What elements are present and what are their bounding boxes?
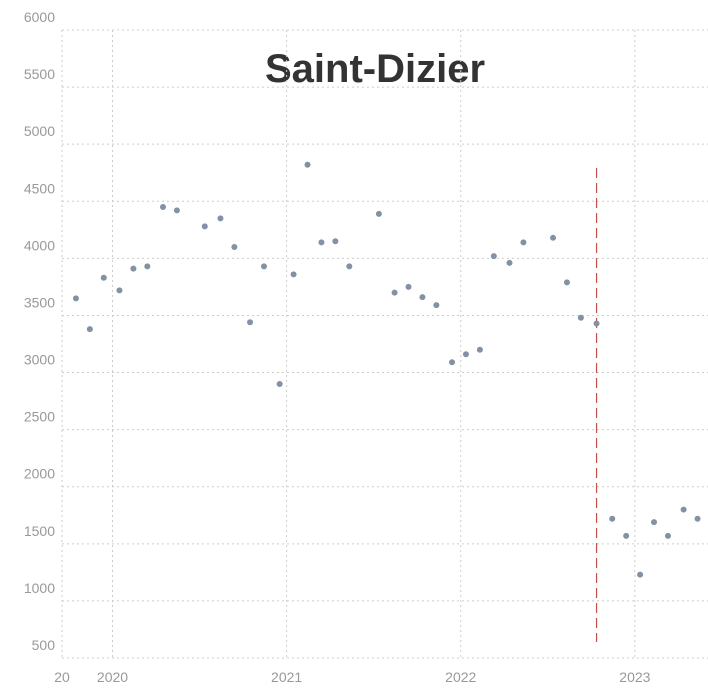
- point: [144, 263, 151, 270]
- point: [346, 263, 353, 270]
- point: [72, 295, 79, 302]
- point: [375, 210, 382, 217]
- point: [623, 532, 630, 539]
- x-tick-label: 20: [54, 669, 70, 685]
- y-tick-label: 6000: [24, 9, 55, 25]
- y-tick-label: 1000: [24, 580, 55, 596]
- point: [680, 506, 687, 513]
- point: [506, 259, 513, 266]
- x-tick-label: 2023: [619, 669, 650, 685]
- point: [231, 243, 238, 250]
- point: [318, 239, 325, 246]
- point: [593, 320, 600, 327]
- point: [116, 287, 123, 294]
- point: [651, 519, 658, 526]
- point: [520, 239, 527, 246]
- point: [173, 207, 180, 214]
- y-tick-label: 2000: [24, 466, 55, 482]
- point: [476, 346, 483, 353]
- point: [290, 271, 297, 278]
- y-tick-label: 4500: [24, 180, 55, 196]
- point: [391, 289, 398, 296]
- point: [694, 515, 701, 522]
- point: [449, 359, 456, 366]
- y-tick-label: 3000: [24, 352, 55, 368]
- point: [130, 265, 137, 272]
- point: [637, 571, 644, 578]
- point: [433, 302, 440, 309]
- point: [405, 283, 412, 290]
- point: [247, 319, 254, 326]
- y-tick-label: 5000: [24, 123, 55, 139]
- chart-title: Saint-Dizier: [265, 47, 485, 91]
- y-tick-label: 1500: [24, 523, 55, 539]
- point: [609, 515, 616, 522]
- point: [260, 263, 267, 270]
- point: [100, 274, 107, 281]
- x-tick-label: 2020: [97, 669, 128, 685]
- y-tick-label: 500: [32, 637, 56, 653]
- point: [86, 326, 93, 333]
- point: [462, 351, 469, 358]
- y-tick-label: 3500: [24, 294, 55, 310]
- y-tick-label: 5500: [24, 66, 55, 82]
- y-tick-label: 4000: [24, 237, 55, 253]
- point: [332, 238, 339, 245]
- point: [276, 380, 283, 387]
- point: [304, 161, 311, 168]
- point: [419, 294, 426, 301]
- x-tick-label: 2021: [271, 669, 302, 685]
- y-tick-label: 2500: [24, 409, 55, 425]
- x-tick-label: 2022: [445, 669, 476, 685]
- point: [201, 223, 208, 230]
- point: [217, 215, 224, 222]
- point: [550, 234, 557, 241]
- point: [563, 279, 570, 286]
- point: [159, 203, 166, 210]
- point: [664, 532, 671, 539]
- point: [490, 253, 497, 260]
- point: [577, 314, 584, 321]
